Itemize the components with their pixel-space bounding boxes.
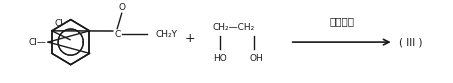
- Text: CH₂Y: CH₂Y: [155, 30, 178, 39]
- Text: O: O: [118, 3, 125, 12]
- Text: Cl: Cl: [54, 19, 63, 28]
- Text: ( III ): ( III ): [399, 37, 423, 47]
- Text: 酸催化剂: 酸催化剂: [329, 16, 354, 26]
- Text: Cl—: Cl—: [29, 38, 47, 47]
- Text: C: C: [114, 30, 120, 39]
- Text: HO: HO: [213, 54, 226, 63]
- Text: OH: OH: [250, 54, 264, 63]
- Text: +: +: [185, 32, 196, 45]
- Text: CH₂—CH₂: CH₂—CH₂: [213, 23, 255, 32]
- Text: —: —: [123, 30, 132, 39]
